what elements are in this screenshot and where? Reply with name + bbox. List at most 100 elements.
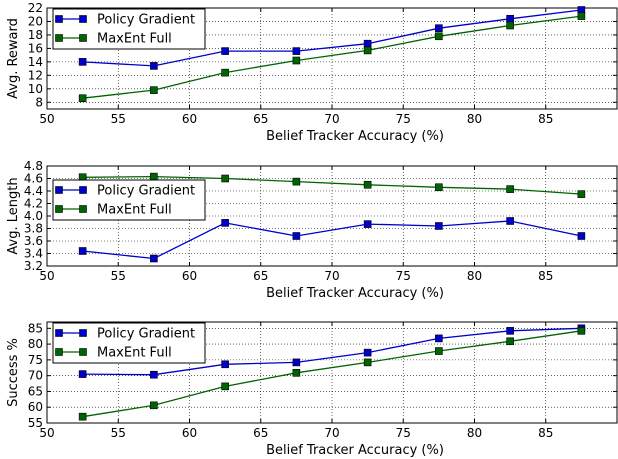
y-tick-label: 55 <box>28 416 43 430</box>
y-tick-label: 3.2 <box>24 259 43 273</box>
data-point <box>78 247 87 255</box>
data-point <box>221 382 229 391</box>
legend-marker <box>79 186 87 194</box>
data-point <box>221 68 229 77</box>
data-point <box>435 183 443 192</box>
data-point <box>363 358 372 367</box>
legend-marker <box>79 205 87 213</box>
x-tick-label: 85 <box>538 426 553 440</box>
y-tick-label: 14 <box>28 55 43 69</box>
data-point <box>506 327 514 335</box>
data-point <box>150 370 158 379</box>
x-tick-label: 75 <box>396 269 411 283</box>
series-2 <box>78 327 586 421</box>
data-point <box>577 327 586 335</box>
x-tick-label: 70 <box>324 112 339 126</box>
data-point <box>506 21 514 30</box>
legend-label: Policy Gradient <box>97 184 195 199</box>
series-1 <box>78 6 586 70</box>
legend-box <box>52 8 206 50</box>
data-point <box>506 14 514 23</box>
y-axis-label: Avg. Length <box>6 177 21 254</box>
legend-label: MaxEnt Full <box>97 32 172 47</box>
x-axis: 50 55 60 65 70 75 80 85 <box>39 166 553 283</box>
legend-marker <box>55 329 63 337</box>
data-point <box>363 39 372 48</box>
data-point <box>150 172 158 181</box>
y-tick-label: 12 <box>28 68 43 82</box>
y-tick-label: 85 <box>28 321 43 335</box>
data-point <box>78 412 87 421</box>
x-axis-label: Belief Tracker Accuracy (%) <box>266 129 444 144</box>
series-line <box>82 330 582 418</box>
x-tick-label: 65 <box>253 426 268 440</box>
data-point <box>292 232 301 240</box>
data-point <box>363 180 372 189</box>
y-axis-label: Avg. Reward <box>6 18 21 99</box>
y-tick-label: 4.4 <box>24 184 43 198</box>
series-line <box>82 15 582 99</box>
series-line <box>82 9 582 67</box>
y-tick-label: 65 <box>28 384 43 398</box>
data-point <box>363 46 372 55</box>
data-point <box>78 58 87 66</box>
y-axis-label: Success % <box>6 338 21 407</box>
legend-marker <box>55 205 63 213</box>
data-point <box>221 219 229 227</box>
data-point <box>577 190 586 198</box>
x-axis: 50 55 60 65 70 75 80 85 <box>39 8 553 126</box>
x-tick-label: 60 <box>182 269 197 283</box>
y-tick-label: 8 <box>35 95 43 109</box>
data-point <box>78 370 87 378</box>
series-2 <box>78 12 586 103</box>
y-tick-label: 4.2 <box>24 197 43 211</box>
x-tick-label: 55 <box>111 112 126 126</box>
y-axis: 3.23.43.63.84.04.24.44.64.8 <box>24 159 617 273</box>
data-point <box>435 32 443 41</box>
y-tick-label: 3.6 <box>24 234 43 248</box>
series-line <box>82 175 582 195</box>
x-tick-label: 85 <box>538 112 553 126</box>
data-point <box>78 94 87 103</box>
series-line <box>82 327 582 376</box>
legend-label: MaxEnt Full <box>97 203 172 218</box>
legend-marker <box>55 186 63 194</box>
y-tick-label: 75 <box>28 353 43 367</box>
data-point <box>150 86 158 94</box>
data-point <box>363 220 372 228</box>
data-point <box>221 174 229 183</box>
series-1 <box>78 217 586 263</box>
y-tick-label: 3.4 <box>24 247 43 261</box>
x-tick-label: 50 <box>39 112 54 126</box>
legend-marker <box>55 34 63 42</box>
y-tick-label: 4.8 <box>24 159 43 173</box>
x-tick-label: 55 <box>111 269 126 283</box>
y-tick-label: 4.6 <box>24 172 43 186</box>
legend-marker <box>55 348 63 356</box>
data-point <box>292 47 301 55</box>
legend-marker <box>79 34 87 42</box>
data-point <box>221 360 229 369</box>
data-point <box>292 369 301 377</box>
y-tick-label: 22 <box>28 1 43 15</box>
x-tick-label: 50 <box>39 269 54 283</box>
legend-marker <box>79 15 87 23</box>
y-tick-label: 3.8 <box>24 222 43 236</box>
x-tick-label: 60 <box>182 112 197 126</box>
data-point <box>435 334 443 343</box>
data-point <box>150 401 158 410</box>
x-tick-label: 75 <box>396 426 411 440</box>
y-tick-label: 60 <box>28 400 43 414</box>
legend-box <box>52 322 206 364</box>
y-tick-label: 20 <box>28 14 43 28</box>
grid <box>47 322 617 423</box>
series-line <box>82 220 582 260</box>
data-point <box>221 47 229 55</box>
data-point <box>577 232 586 240</box>
data-point <box>292 56 301 65</box>
data-point <box>435 222 443 230</box>
